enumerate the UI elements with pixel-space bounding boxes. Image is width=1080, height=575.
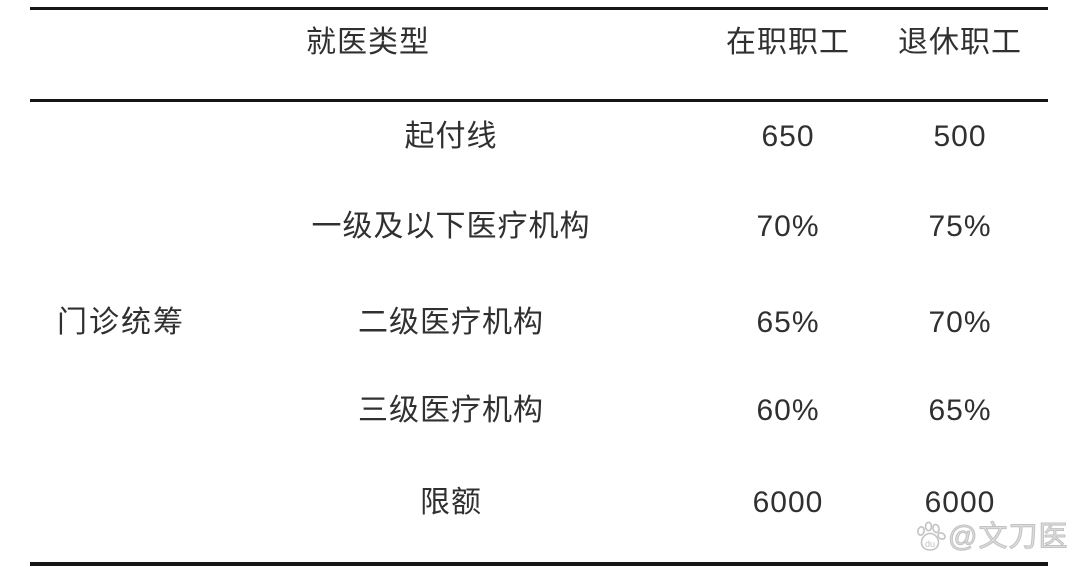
table-row: 限额 6000 6000: [0, 485, 1080, 521]
cell-visit-type: 三级医疗机构: [358, 394, 544, 427]
table-row: 起付线 650 500: [0, 119, 1080, 155]
table-top-rule: [30, 7, 1048, 10]
watermark: du @文刀医: [913, 520, 1068, 554]
row-group-label-outpatient-pooling: 门诊统筹: [57, 306, 185, 339]
cell-retired-value: 75%: [928, 210, 992, 243]
column-header-visit-type: 就医类型: [306, 26, 430, 59]
cell-visit-type: 二级医疗机构: [358, 306, 544, 339]
table-row: 一级及以下医疗机构 70% 75%: [0, 209, 1080, 245]
cell-active-value: 70%: [756, 210, 820, 243]
cell-retired-value: 6000: [924, 486, 996, 519]
table-row: 三级医疗机构 60% 65%: [0, 393, 1080, 429]
cell-visit-type: 限额: [420, 486, 482, 519]
cell-visit-type: 一级及以下医疗机构: [311, 210, 591, 243]
paw-du-text: du: [925, 539, 935, 549]
column-header-active-employees: 在职职工: [726, 26, 850, 59]
baidu-paw-icon: du: [913, 520, 947, 554]
table-row: 二级医疗机构 65% 70%: [0, 305, 1080, 341]
cell-active-value: 650: [761, 120, 815, 153]
cell-active-value: 60%: [756, 394, 820, 427]
watermark-handle: @文刀医: [947, 521, 1069, 554]
cell-retired-value: 65%: [928, 394, 992, 427]
cell-retired-value: 70%: [928, 306, 992, 339]
table-header-rule: [30, 99, 1048, 102]
cell-retired-value: 500: [933, 120, 987, 153]
table-bottom-rule: [30, 562, 1048, 566]
cell-active-value: 6000: [752, 486, 824, 519]
cell-visit-type: 起付线: [404, 120, 498, 153]
cell-active-value: 65%: [756, 306, 820, 339]
column-header-retired-employees: 退休职工: [898, 26, 1022, 59]
